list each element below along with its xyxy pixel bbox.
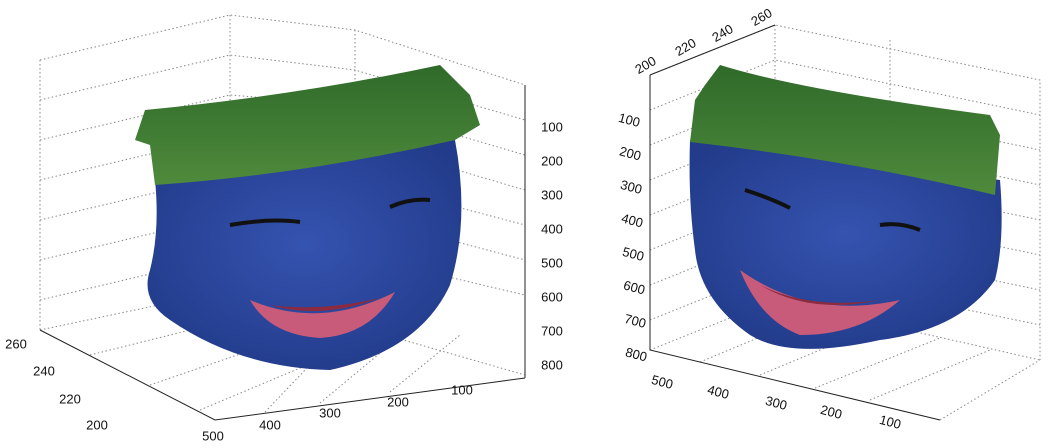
x-tick-label: 400 [259, 417, 281, 432]
x-tick-label: 100 [878, 412, 903, 432]
z-tick-label: 700 [623, 311, 648, 331]
x-tick-label: 200 [387, 394, 409, 409]
y-tick-label: 260 [748, 5, 774, 29]
x-tick-label: 500 [202, 428, 224, 443]
z-tick-label: 400 [541, 221, 563, 236]
z-tick-label: 700 [541, 323, 563, 338]
z-tick-label: 300 [541, 187, 563, 202]
face-mesh [690, 65, 1002, 349]
y-tick-label: 200 [86, 417, 108, 432]
z-tick-label: 300 [619, 177, 644, 197]
z-tick-label: 100 [541, 119, 563, 134]
z-tick-label: 200 [618, 143, 643, 163]
x-tick-label: 200 [819, 402, 844, 422]
x-tick-label: 100 [451, 382, 473, 397]
y-tick-label: 240 [33, 363, 55, 378]
z-tick-label: 100 [617, 110, 642, 130]
y-tick-label: 220 [672, 35, 698, 59]
z-tick-label: 500 [621, 244, 646, 264]
z-tick-label: 600 [622, 277, 647, 297]
z-tick-label: 400 [620, 210, 645, 230]
x-tick-label: 500 [650, 372, 675, 392]
z-tick-label: 800 [541, 357, 563, 372]
z-tick-label: 800 [624, 344, 649, 364]
x-tick-label: 400 [706, 382, 731, 402]
figure: 1002003004005006007008005004003002001002… [0, 0, 1061, 448]
y-tick-label: 260 [5, 336, 27, 351]
y-tick-label: 220 [59, 391, 81, 406]
x-tick-label: 300 [764, 393, 789, 413]
z-tick-label: 600 [541, 289, 563, 304]
x-tick-label: 300 [319, 405, 341, 420]
z-tick-label: 200 [541, 153, 563, 168]
z-tick-label: 500 [541, 255, 563, 270]
face-mesh [135, 65, 480, 370]
y-tick-label: 240 [709, 21, 735, 45]
